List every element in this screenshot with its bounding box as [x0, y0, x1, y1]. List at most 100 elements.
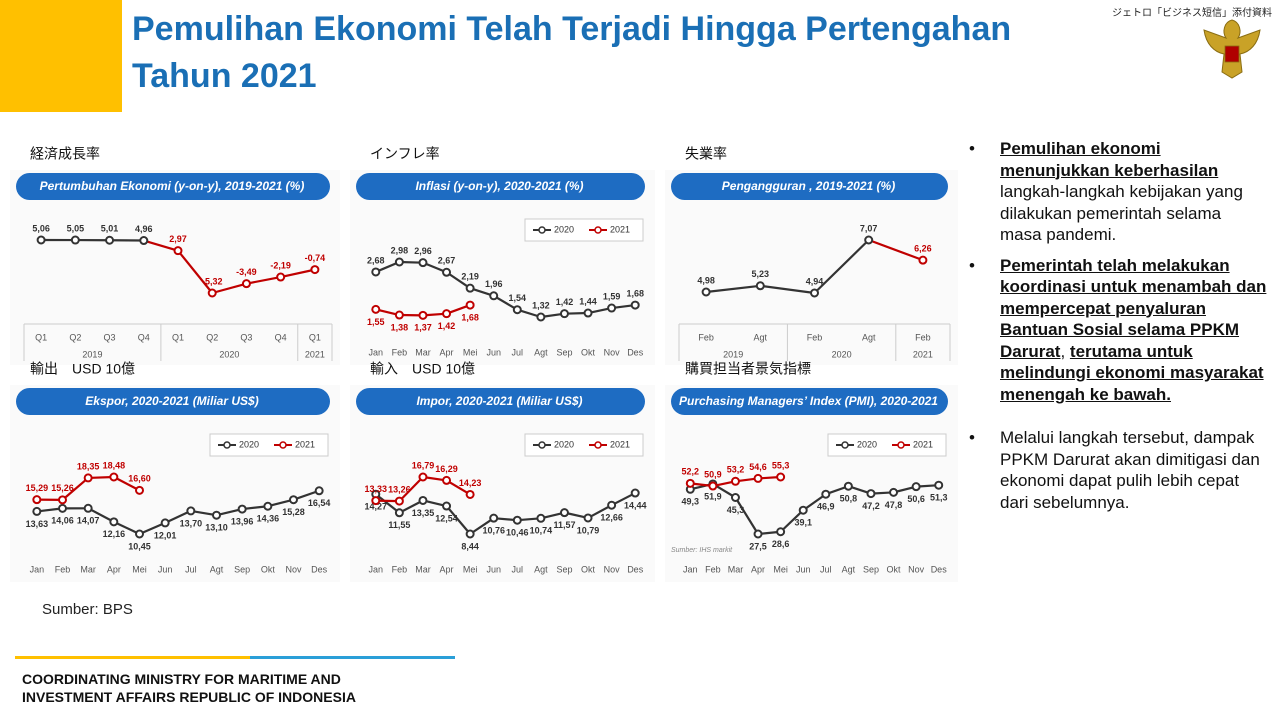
- data-point: [442, 267, 452, 277]
- data-point: [263, 501, 273, 511]
- data-point: [371, 304, 381, 314]
- data-label: 10,45: [128, 541, 151, 551]
- x-tick-label: Apr: [751, 564, 765, 574]
- data-label: 1,44: [579, 296, 597, 306]
- legend-label: 2020: [857, 439, 877, 449]
- x-tick-label: Des: [627, 564, 644, 574]
- data-label: 13,26: [388, 484, 411, 494]
- data-point: [730, 476, 740, 486]
- x-tick-label: Okt: [581, 564, 596, 574]
- data-label: 13,70: [180, 518, 203, 528]
- chart-heading: 輸出 USD 10億: [30, 361, 135, 377]
- data-point: [465, 300, 475, 310]
- data-label: 16,29: [435, 464, 458, 474]
- data-point: [186, 506, 196, 516]
- data-point: [212, 510, 221, 520]
- data-point: [70, 235, 80, 245]
- line-segment: [493, 294, 518, 311]
- x-tick-label: Okt: [581, 347, 596, 357]
- data-label: 46,9: [817, 502, 835, 512]
- x-tick-label: Agt: [210, 564, 224, 574]
- data-label: 1,96: [485, 279, 503, 289]
- data-label: 13,10: [205, 523, 228, 533]
- data-point: [36, 235, 46, 245]
- data-label: 13,33: [365, 484, 388, 494]
- data-point: [160, 518, 170, 528]
- data-label: 10,76: [482, 526, 505, 536]
- chart-title-pill: [356, 173, 645, 200]
- chart-panel: [10, 385, 340, 582]
- x-tick-label: Jan: [30, 564, 45, 574]
- data-label: 16,54: [308, 498, 331, 508]
- group-label: 2021: [305, 349, 325, 359]
- emphasis: Pemerintah telah melakukan koordinasi un…: [1000, 255, 1267, 361]
- chart-title-pill: [16, 388, 330, 415]
- x-tick-label: Feb: [392, 564, 408, 574]
- x-tick-label: Mei: [132, 564, 147, 574]
- data-label: 16,60: [128, 474, 151, 484]
- line-segment: [779, 509, 804, 533]
- x-tick-label: Apr: [440, 347, 454, 357]
- data-point: [821, 489, 831, 499]
- data-point: [753, 473, 763, 483]
- data-point: [583, 513, 593, 523]
- x-tick-label: Mei: [463, 564, 478, 574]
- x-tick-label: Okt: [261, 564, 276, 574]
- x-tick-label: Okt: [887, 564, 902, 574]
- bullet: Pemerintah telah melakukan koordinasi un…: [965, 255, 1267, 406]
- data-label: 15,29: [26, 483, 49, 493]
- x-tick-label: Mei: [773, 564, 788, 574]
- data-label: 27,5: [749, 541, 767, 551]
- x-tick-label: Q3: [240, 332, 252, 342]
- data-label: 50,9: [704, 469, 722, 479]
- group-label: 2020: [219, 349, 239, 359]
- data-label: 10,46: [506, 528, 529, 538]
- bullet-list: Pemulihan ekonomi menunjukkan keberhasil…: [965, 138, 1267, 522]
- x-tick-label: Jan: [369, 347, 384, 357]
- x-tick-label: Feb: [807, 332, 823, 342]
- x-tick-label: Q2: [206, 332, 218, 342]
- legend-label: 2020: [554, 224, 574, 234]
- legend-marker: [897, 441, 905, 449]
- data-point: [418, 310, 428, 320]
- data-label: 1,38: [391, 322, 409, 332]
- x-tick-label: Q1: [35, 332, 47, 342]
- data-point: [607, 500, 617, 510]
- accent-block: [0, 0, 122, 112]
- data-point: [135, 529, 144, 539]
- data-point: [701, 287, 711, 297]
- data-point: [798, 505, 808, 515]
- data-label: 1,32: [532, 300, 550, 310]
- x-tick-label: Agt: [862, 332, 876, 342]
- chart-title-pill: [16, 173, 330, 200]
- data-label: 49,3: [682, 497, 700, 507]
- x-tick-label: Feb: [705, 564, 721, 574]
- data-point: [559, 508, 569, 518]
- data-label: 5,01: [101, 224, 119, 234]
- data-label: 55,3: [772, 460, 790, 470]
- data-label: 12,16: [103, 529, 126, 539]
- data-label: 12,01: [154, 530, 177, 540]
- data-point: [394, 508, 404, 518]
- chart-title-pill: [356, 388, 645, 415]
- chart-heading: インフレ率: [370, 146, 440, 162]
- chart-source: Sumber: IHS markit: [671, 547, 733, 554]
- data-label: 28,6: [772, 539, 790, 549]
- x-tick-label: Sep: [863, 564, 879, 574]
- data-label: -5,32: [202, 276, 223, 286]
- data-point: [465, 529, 475, 539]
- data-label: 39,1: [794, 518, 812, 528]
- data-point: [607, 303, 617, 313]
- x-tick-label: Feb: [698, 332, 714, 342]
- line-segment: [445, 505, 471, 535]
- data-label: 11,57: [553, 520, 575, 530]
- data-label: 12,54: [435, 513, 458, 523]
- data-label: 47,2: [862, 501, 880, 511]
- x-tick-label: Jul: [820, 564, 832, 574]
- legend-label: 2020: [554, 439, 574, 449]
- data-point: [630, 300, 640, 310]
- data-label: 45,3: [727, 505, 745, 515]
- bullet: Melalui langkah tersebut, dampak PPKM Da…: [965, 427, 1267, 513]
- data-label: 2,19: [461, 272, 479, 282]
- data-point: [289, 495, 298, 505]
